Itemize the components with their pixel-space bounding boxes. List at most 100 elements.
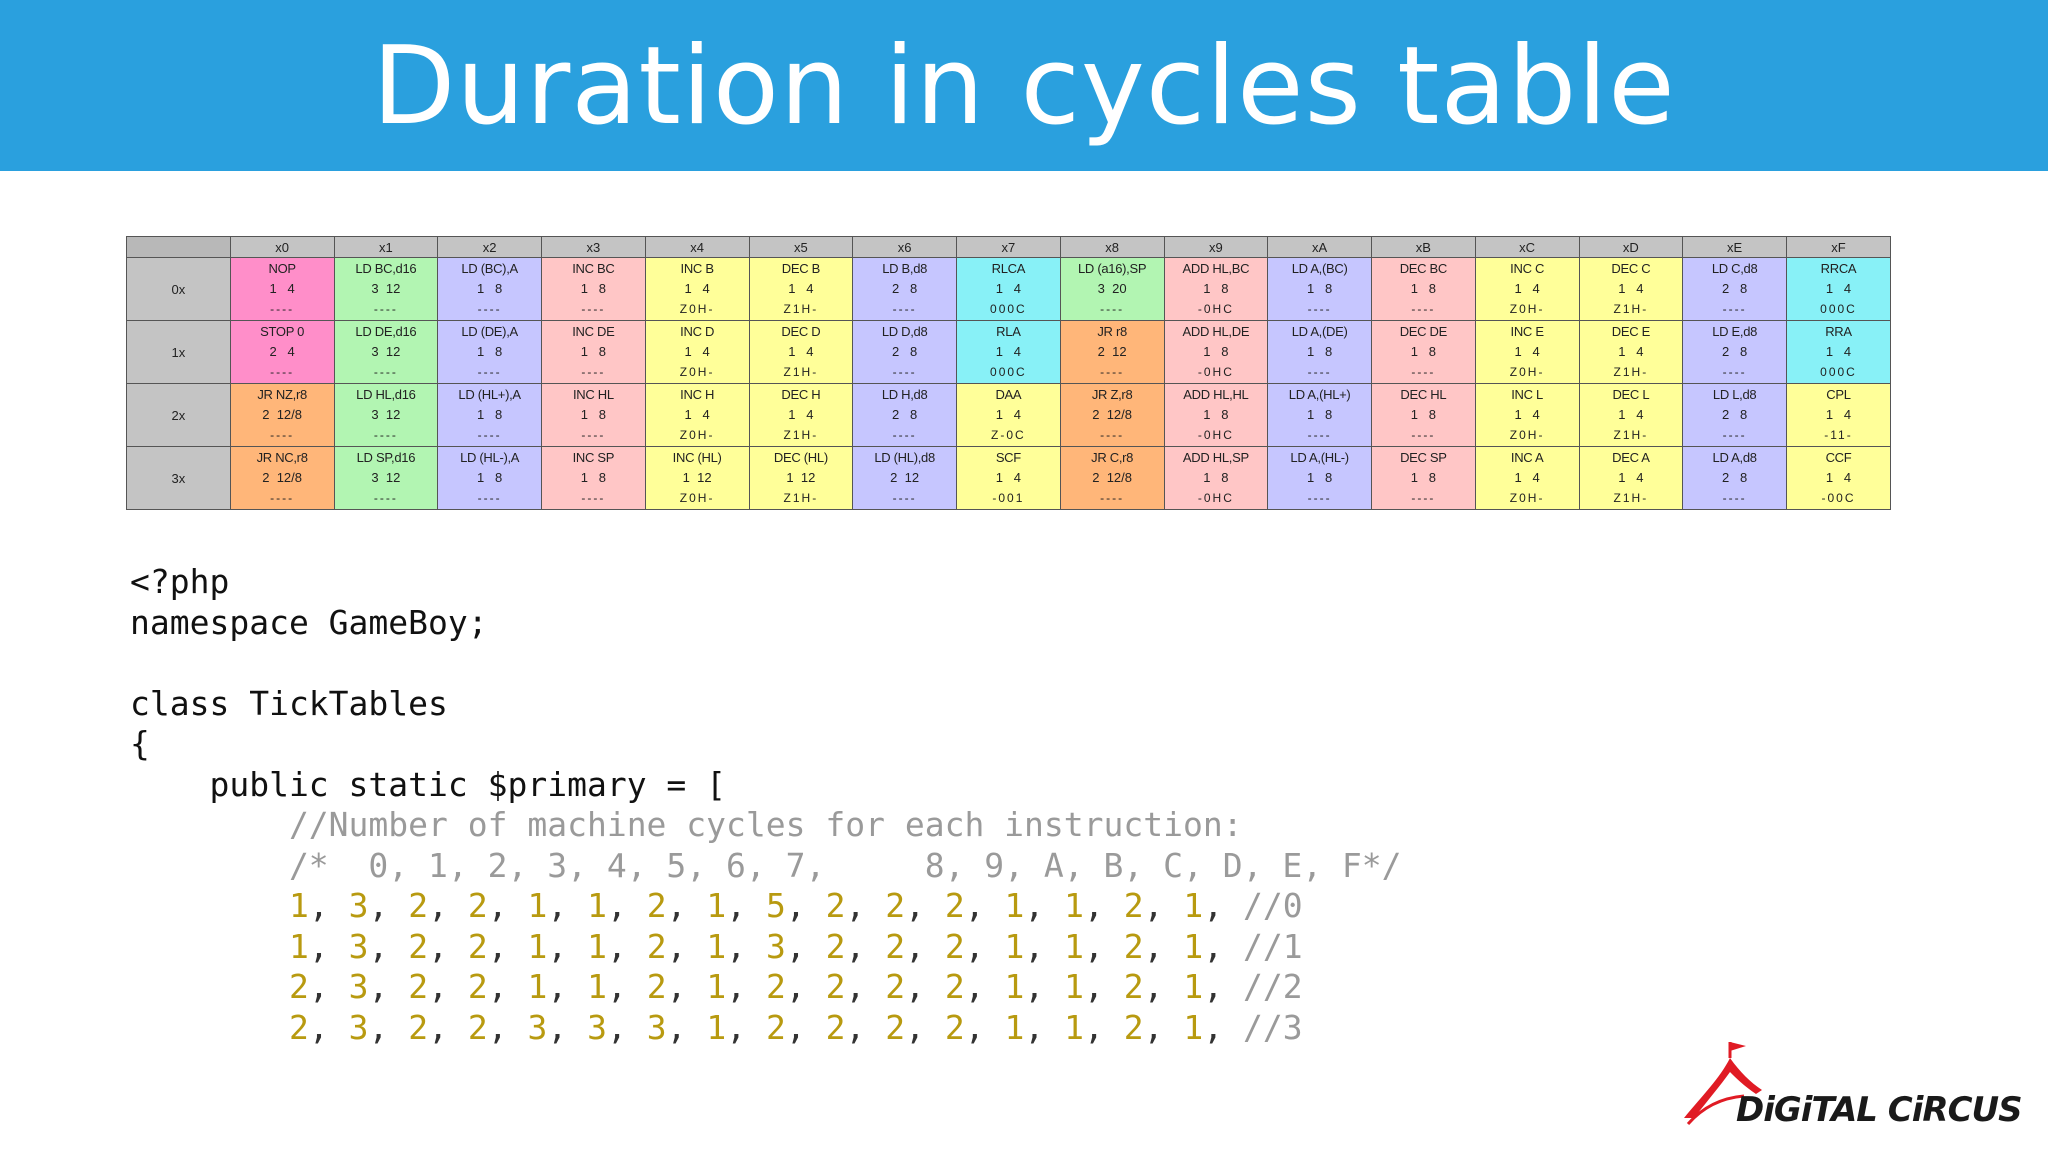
slide-title: Duration in cycles table (372, 24, 1676, 149)
opcode-flags: Z0H- (679, 428, 715, 442)
opcode-flags: ---- (1411, 302, 1436, 316)
opcode-cell: DAA 1 4 Z-0C (956, 383, 1061, 447)
cycle-value: 1 (527, 926, 548, 966)
cycle-value: 1 (706, 967, 727, 1006)
row-comment: //1 (1242, 926, 1303, 966)
opcode-flags: ---- (373, 302, 398, 316)
opcode-cell: LD DE,d16 3 12 ---- (333, 320, 439, 384)
opcode-cell: ADD HL,HL 1 8 -0HC (1163, 383, 1269, 447)
opcode-cell: JR NZ,r8 2 12/8 ---- (229, 383, 335, 447)
opcode-length-cycles: 1 8 (1203, 281, 1229, 296)
column-header: xA (1267, 236, 1372, 258)
opcode-flags: 000C (990, 365, 1027, 379)
cycle-value: 1 (587, 967, 607, 1006)
column-header: xC (1474, 236, 1580, 258)
opcode-length-cycles: 1 8 (476, 407, 503, 422)
opcode-row: 0x NOP 1 4 ---- LD BC,d16 3 12 ---- LD (BC),A 1 … (126, 257, 1891, 321)
opcode-flags: Z1H- (1613, 428, 1649, 442)
cycle-value: 2 (288, 1007, 309, 1047)
table-body: 0x NOP 1 4 ---- LD BC,d16 3 12 ---- LD (BC),A 1 … (126, 257, 1891, 510)
opcode-flags: ---- (581, 428, 606, 442)
cycle-value: 1 (706, 926, 727, 966)
cycle-value: 1 (527, 886, 548, 925)
opcode-flags: Z0H- (1509, 428, 1545, 442)
column-header: x7 (956, 236, 1061, 258)
column-header: xF (1786, 236, 1891, 258)
cycle-value: 2 (408, 967, 429, 1006)
opcode-length-cycles: 1 8 (580, 344, 607, 359)
opcode-mnemonic: ADD HL,HL (1183, 387, 1249, 402)
opcode-length-cycles: 1 8 (580, 281, 607, 296)
opcode-mnemonic: LD H,d8 (881, 387, 928, 402)
cycle-value: 2 (646, 967, 667, 1006)
cycle-value: 3 (587, 1007, 607, 1047)
opcode-length-cycles: 1 8 (476, 344, 503, 359)
opcode-length-cycles: 2 8 (1721, 344, 1748, 359)
code-values-row: 1, 3, 2, 2, 1, 1, 2, 1, 5, 2, 2, 2, 1, 1… (130, 886, 1402, 927)
opcode-length-cycles: 3 12 (371, 470, 401, 485)
code-namespace: namespace GameBoy; (130, 602, 488, 642)
opcode-mnemonic: DEC B (781, 261, 821, 276)
cycle-value: 2 (408, 926, 429, 966)
opcode-flags: ---- (1722, 428, 1747, 442)
row-comment: //2 (1242, 967, 1303, 1006)
opcode-flags: ---- (270, 491, 295, 505)
cycle-value: 2 (885, 926, 906, 966)
opcode-flags: ---- (581, 491, 606, 505)
cycle-value: 2 (1123, 1007, 1144, 1047)
opcode-cell: RRA 1 4 000C (1786, 320, 1891, 384)
opcode-mnemonic: INC E (1510, 324, 1544, 339)
opcode-cell: INC B 1 4 Z0H- (644, 257, 750, 321)
opcode-mnemonic: LD A,(DE) (1291, 324, 1348, 339)
opcode-length-cycles: 2 8 (891, 407, 918, 422)
opcode-cell: DEC E 1 4 Z1H- (1578, 320, 1684, 384)
column-header: x4 (644, 236, 750, 258)
opcode-flags: Z0H- (679, 302, 715, 316)
opcode-length-cycles: 1 8 (1306, 407, 1333, 422)
opcode-cell: DEC HL 1 8 ---- (1371, 383, 1476, 447)
opcode-flags: Z1H- (783, 302, 819, 316)
opcode-length-cycles: 1 4 (269, 281, 295, 296)
opcode-length-cycles: 2 12/8 (1092, 407, 1132, 422)
opcode-cell: LD L,d8 2 8 ---- (1682, 383, 1787, 447)
opcode-cell: DEC L 1 4 Z1H- (1578, 383, 1684, 447)
opcode-flags: ---- (373, 491, 398, 505)
opcode-mnemonic: INC DE (572, 324, 615, 339)
opcode-length-cycles: 2 12/8 (1092, 470, 1132, 485)
opcode-mnemonic: INC HL (572, 387, 614, 402)
opcode-flags: ---- (581, 302, 606, 316)
opcode-length-cycles: 1 4 (1825, 470, 1852, 485)
opcode-cell: LD A,(BC) 1 8 ---- (1267, 257, 1372, 321)
opcode-cell: INC C 1 4 Z0H- (1474, 257, 1580, 321)
opcode-flags: ---- (1307, 302, 1332, 316)
opcode-length-cycles: 2 8 (1721, 407, 1748, 422)
cycle-value: 3 (646, 1007, 667, 1047)
opcode-cell: DEC BC 1 8 ---- (1371, 257, 1476, 321)
opcode-cell: DEC DE 1 8 ---- (1371, 320, 1476, 384)
opcode-cell: DEC (HL) 1 12 Z1H- (748, 446, 854, 510)
opcode-length-cycles: 3 12 (371, 344, 401, 359)
opcode-length-cycles: 2 8 (891, 281, 918, 296)
opcode-mnemonic: LD A,d8 (1712, 450, 1757, 465)
opcode-length-cycles: 3 12 (371, 281, 401, 296)
opcode-length-cycles: 1 4 (995, 407, 1022, 422)
cycle-value: 2 (885, 967, 906, 1006)
opcode-cell: ADD HL,SP 1 8 -0HC (1163, 446, 1269, 510)
cycle-value: 2 (944, 926, 965, 966)
opcode-flags: ---- (1722, 302, 1747, 316)
opcode-flags: ---- (892, 365, 917, 379)
code-class: class TickTables (130, 683, 448, 723)
opcode-cell: LD (HL-),A 1 8 ---- (437, 446, 542, 510)
opcode-length-cycles: 1 4 (1618, 407, 1644, 422)
opcode-flags: Z1H- (1613, 491, 1649, 505)
opcode-mnemonic: RRCA (1820, 261, 1857, 276)
opcode-cell: NOP 1 4 ---- (229, 257, 335, 321)
opcode-flags: ---- (1100, 491, 1125, 505)
cycle-value: 2 (765, 967, 786, 1006)
cycle-value: 1 (288, 926, 309, 966)
cycle-value: 2 (825, 926, 846, 966)
cycle-value: 1 (1064, 967, 1084, 1006)
opcode-cell: LD E,d8 2 8 ---- (1682, 320, 1787, 384)
opcode-length-cycles: 1 8 (1306, 470, 1333, 485)
